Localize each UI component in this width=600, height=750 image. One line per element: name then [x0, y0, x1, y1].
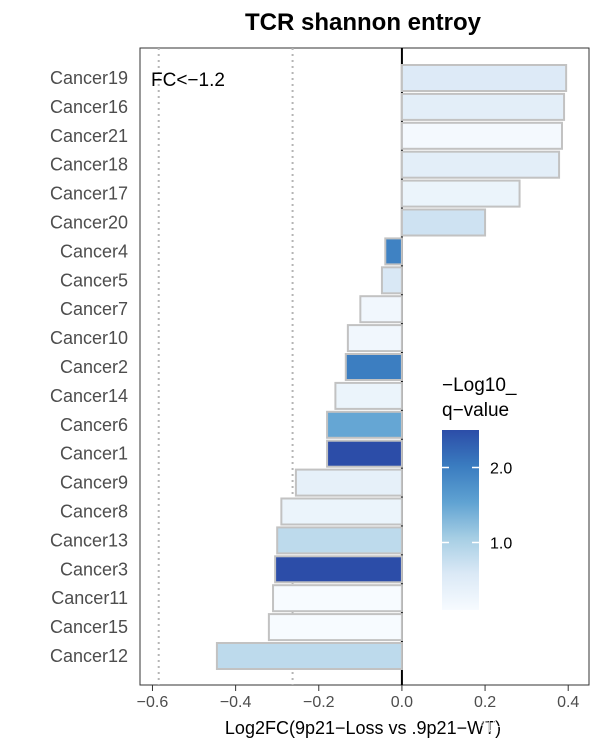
bar-cancer19 [400, 64, 568, 92]
category-label: Cancer20 [50, 213, 128, 233]
colorbar-tick-label: 2.0 [490, 461, 512, 478]
fc-threshold-annotation: FC<−1.2 [151, 70, 225, 91]
category-label: Cancer2 [60, 357, 128, 377]
bar-cancer5 [380, 266, 403, 295]
bar-cancer21 [400, 121, 563, 150]
colorbar-tick-label: 1.0 [490, 536, 512, 553]
category-label: Cancer1 [60, 444, 128, 464]
bar-cancer3 [274, 555, 403, 584]
category-label: Cancer14 [50, 386, 128, 406]
category-label: Cancer21 [50, 126, 128, 146]
x-tick-label: −0.4 [220, 694, 252, 711]
bar-cancer16 [400, 92, 566, 121]
category-label: Cancer11 [51, 588, 128, 608]
bars-group [215, 64, 568, 670]
category-label: Cancer15 [50, 617, 128, 637]
x-tick-label: 0.0 [391, 694, 413, 711]
bar-cancer9 [294, 468, 403, 497]
category-labels: Cancer19 Cancer16 Cancer21 Cancer18 Cancer17… [50, 68, 128, 666]
colorbar-title-line1: −Log10_ [442, 375, 517, 396]
bar-cancer15 [267, 613, 403, 642]
bar-cancer18 [400, 150, 561, 179]
category-label: Cancer6 [60, 415, 128, 435]
colorbar-gradient [442, 430, 479, 610]
bar-cancer4 [384, 237, 403, 266]
category-label: Cancer17 [50, 184, 128, 204]
category-label: Cancer8 [60, 502, 128, 522]
plot-frame [139, 47, 590, 686]
bar-cancer1 [326, 439, 403, 468]
bar-cancer8 [280, 497, 403, 526]
category-label: Cancer5 [60, 270, 128, 290]
category-label: Cancer18 [50, 155, 128, 175]
category-label: Cancer19 [50, 68, 128, 88]
bar-cancer11 [272, 584, 403, 613]
x-tick-label: −0.6 [137, 694, 169, 711]
bar-cancer10 [346, 324, 403, 353]
bar-cancer14 [334, 381, 403, 410]
category-label: Cancer13 [50, 530, 128, 550]
colorbar-title-line2: q−value [442, 400, 509, 421]
bar-cancer6 [326, 410, 403, 439]
x-tick-label: −0.2 [303, 694, 335, 711]
x-axis: −0.6 −0.4 −0.2 0.0 0.2 0.4 [137, 685, 579, 711]
category-label: Cancer7 [60, 299, 128, 319]
category-label: Cancer16 [50, 97, 128, 117]
x-axis-label: Log2FC(9p21−Loss vs .9p21−WT) [225, 718, 501, 738]
category-label: Cancer12 [50, 646, 128, 666]
bar-cancer20 [400, 208, 487, 237]
bar-cancer7 [359, 295, 403, 324]
colorbar-legend: −Log10_ q−value 1.0 2.0 [442, 375, 517, 610]
chart-title: TCR shannon entroy [245, 9, 482, 36]
bar-cancer12 [215, 642, 403, 670]
x-tick-label: 0.2 [474, 694, 496, 711]
x-tick-label: 0.4 [557, 694, 579, 711]
bar-cancer17 [400, 179, 521, 208]
watermark: 知乎 @生信师兄 [481, 718, 590, 735]
bar-cancer2 [344, 353, 403, 381]
category-label: Cancer10 [50, 328, 128, 348]
category-label: Cancer9 [60, 473, 128, 493]
bar-cancer13 [276, 526, 403, 555]
category-label: Cancer3 [60, 559, 128, 579]
category-label: Cancer4 [60, 241, 128, 261]
